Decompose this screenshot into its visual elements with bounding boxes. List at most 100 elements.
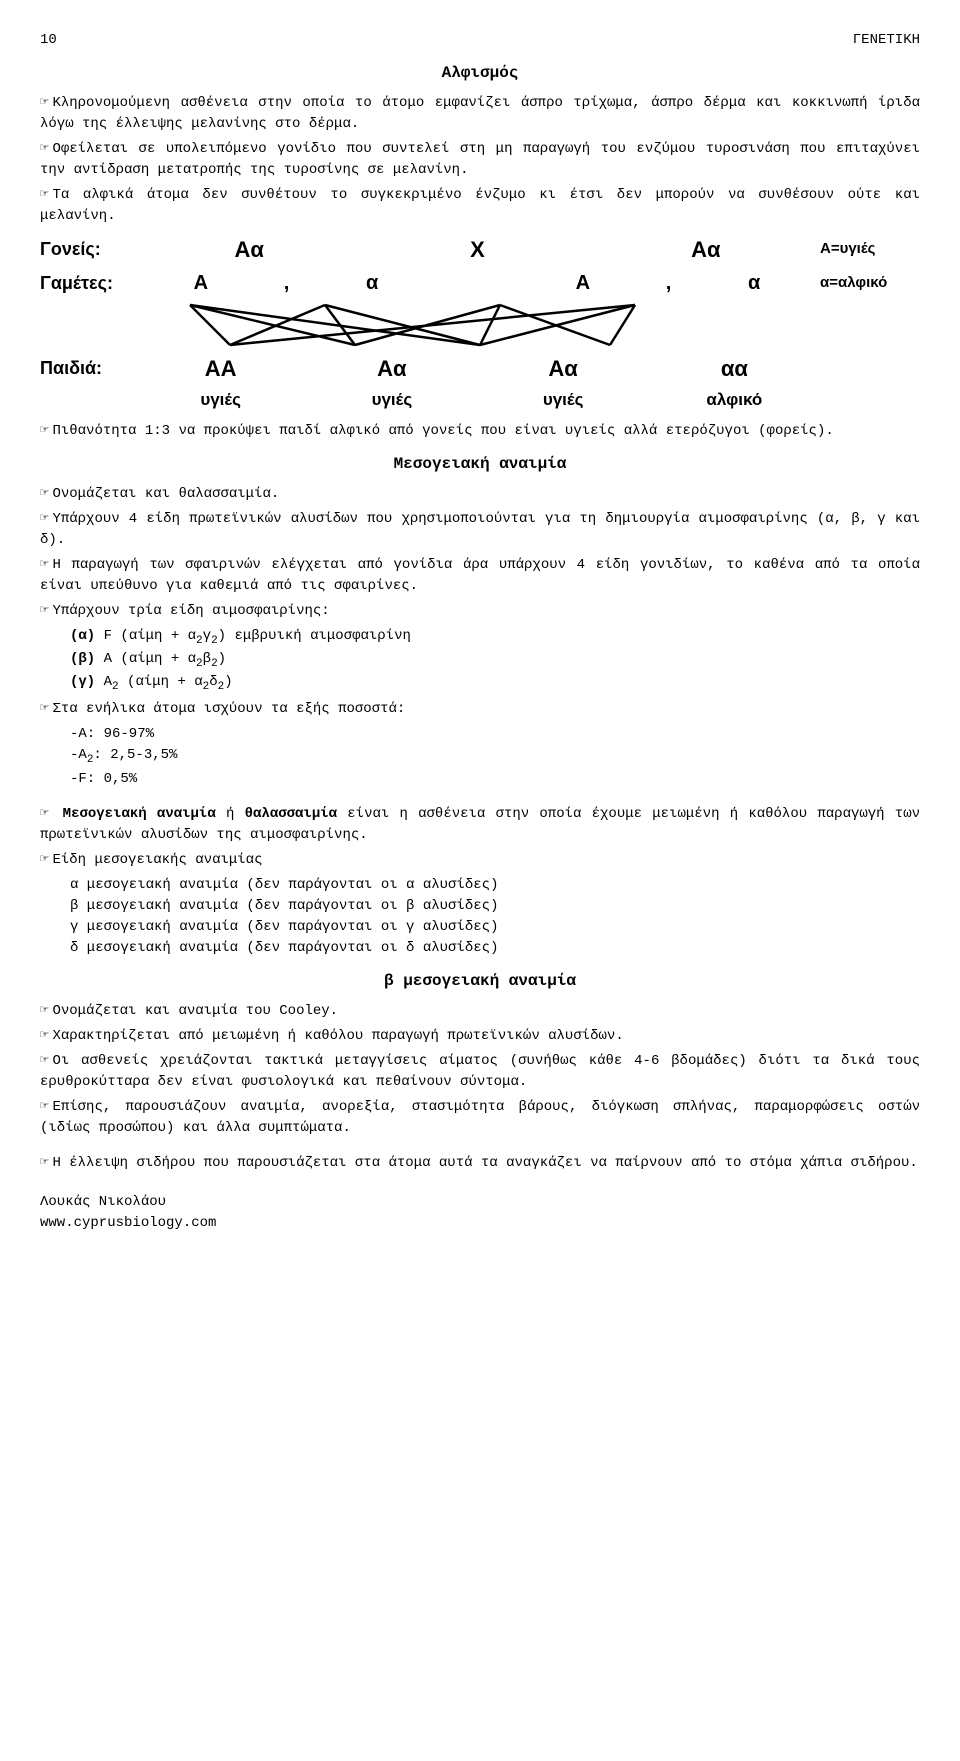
hand-icon: ☞ [40, 511, 48, 527]
hand-icon: ☞ [40, 603, 48, 619]
bold-term: θαλασσαιμία [245, 806, 337, 822]
text: : 2,5-3,5% [93, 747, 177, 763]
hand-icon: ☞ [40, 141, 48, 157]
text: Τα αλφικά άτομα δεν συνθέτουν το συγκεκρ… [40, 187, 920, 224]
text: ) εμβρυική αιμοσφαιρίνη [218, 628, 411, 644]
row-label: Γονείς: [40, 236, 135, 263]
hand-icon: ☞ [40, 187, 48, 203]
cross-symbol: Χ [363, 233, 591, 266]
child-phenotype: υγιές [135, 387, 306, 413]
list-item: α μεσογειακή αναιμία (δεν παράγονται οι … [70, 875, 920, 896]
text: Είδη μεσογειακής αναιμίας [52, 852, 262, 868]
percentages-list: -A: 96-97% -A2: 2,5-3,5% -F: 0,5% [70, 724, 920, 789]
hand-icon: ☞ [40, 486, 48, 502]
gamete: α [688, 268, 820, 298]
para: ☞Πιθανότητα 1:3 να προκύψει παιδί αλφικό… [40, 421, 920, 442]
gamete: Α [517, 268, 649, 298]
child-genotype: αα [649, 352, 820, 385]
anaemia-types-list: α μεσογειακή αναιμία (δεν παράγονται οι … [70, 875, 920, 959]
text: β [203, 651, 211, 667]
hand-icon: ☞ [40, 557, 48, 573]
hand-icon: ☞ [40, 1028, 48, 1044]
text: Χαρακτηρίζεται από μειωμένη ή καθόλου πα… [52, 1028, 623, 1044]
cross-lines-svg [135, 300, 695, 350]
legend-line: Α=υγιές [820, 238, 920, 261]
para: ☞Οφείλεται σε υπολειπόμενο γονίδιο που σ… [40, 139, 920, 181]
diagram-parents-row: Γονείς: Αα Χ Αα Α=υγιές [40, 233, 920, 266]
para: ☞Χαρακτηρίζεται από μειωμένη ή καθόλου π… [40, 1026, 920, 1047]
text: γ [203, 628, 211, 644]
text: -A [70, 747, 87, 763]
text: ) [218, 651, 226, 667]
text: Οι ασθενείς χρειάζονται τακτικά μεταγγίσ… [40, 1053, 920, 1090]
para: ☞Υπάρχουν τρία είδη αιμοσφαιρίνης: [40, 601, 920, 622]
legend-line: α=αλφικό [820, 272, 920, 295]
text: Ονομάζεται και θαλασσαιμία. [52, 486, 279, 502]
label: (β) [70, 651, 95, 667]
label: (γ) [70, 674, 95, 690]
text: Πιθανότητα 1:3 να προκύψει παιδί αλφικό … [52, 423, 833, 439]
gamete: α [306, 268, 438, 298]
text: δ [209, 674, 217, 690]
hand-icon: ☞ [40, 806, 48, 822]
child-genotype: ΑΑ [135, 352, 306, 385]
list-item: (β) A (αίμη + α2β2) [70, 649, 920, 672]
cross-lines-row [40, 300, 920, 350]
para: ☞Είδη μεσογειακής αναιμίας [40, 850, 920, 871]
text: Οφείλεται σε υπολειπόμενο γονίδιο που συ… [40, 141, 920, 178]
text: Η έλλειψη σιδήρου που παρουσιάζεται στα … [52, 1155, 917, 1171]
para: ☞Η παραγωγή των σφαιρινών ελέγχεται από … [40, 555, 920, 597]
text: A (αίμη + α [104, 651, 196, 667]
sub: 2 [211, 658, 218, 670]
text: A [104, 674, 112, 690]
text: Στα ενήλικα άτομα ισχύουν τα εξής ποσοστ… [52, 701, 405, 717]
page-footer: Λουκάς Νικολάου www.cyprusbiology.com [40, 1192, 920, 1234]
text: (αίμη + α [119, 674, 203, 690]
hand-icon: ☞ [40, 701, 48, 717]
sub: 2 [112, 681, 119, 693]
hand-icon: ☞ [40, 423, 48, 439]
text: ή [226, 806, 234, 822]
row-label: Παιδιά: [40, 355, 135, 382]
list-item: β μεσογειακή αναιμία (δεν παράγονται οι … [70, 896, 920, 917]
diagram-gametes-row: Γαμέτες: Α , α Α , α α=αλφικό [40, 268, 920, 298]
text: ) [224, 674, 232, 690]
parent-genotype: Αα [135, 233, 363, 266]
website-url: www.cyprusbiology.com [40, 1213, 920, 1234]
child-genotype: Αα [306, 352, 477, 385]
text: F (αίμη + α [104, 628, 196, 644]
para: ☞Στα ενήλικα άτομα ισχύουν τα εξής ποσοσ… [40, 699, 920, 720]
hand-icon: ☞ [40, 1053, 48, 1069]
list-item: (γ) A2 (αίμη + α2δ2) [70, 672, 920, 695]
sub: 2 [211, 634, 218, 646]
gamete: Α [135, 268, 267, 298]
page-header: 10 ΓΕΝΕΤΙΚΗ [40, 30, 920, 51]
para: ☞Υπάρχουν 4 είδη πρωτεϊνικών αλυσίδων πο… [40, 509, 920, 551]
text: Επίσης, παρουσιάζουν αναιμία, ανορεξία, … [40, 1099, 920, 1136]
author-name: Λουκάς Νικολάου [40, 1192, 920, 1213]
list-item: -A2: 2,5-3,5% [70, 745, 920, 768]
section-title-alfismos: Αλφισμός [40, 61, 920, 85]
para: ☞Οι ασθενείς χρειάζονται τακτικά μεταγγί… [40, 1051, 920, 1093]
section-title-mesogeiaki: Μεσογειακή αναιμία [40, 452, 920, 476]
label: (α) [70, 628, 95, 644]
list-item: γ μεσογειακή αναιμία (δεν παράγονται οι … [70, 917, 920, 938]
hand-icon: ☞ [40, 1099, 48, 1115]
para: ☞Επίσης, παρουσιάζουν αναιμία, ανορεξία,… [40, 1097, 920, 1139]
section-title-beta: β μεσογειακή αναιμία [40, 969, 920, 993]
list-item: -A: 96-97% [70, 724, 920, 745]
list-item: δ μεσογειακή αναιμία (δεν παράγονται οι … [70, 938, 920, 959]
para: ☞ Μεσογειακή αναιμία ή θαλασσαιμία είναι… [40, 804, 920, 846]
comma: , [267, 268, 307, 298]
text: Ονομάζεται και αναιμία του Cooley. [52, 1003, 338, 1019]
child-phenotype: υγιές [306, 387, 477, 413]
row-label: Γαμέτες: [40, 270, 135, 297]
hemoglobin-types-list: (α) F (αίμη + α2γ2) εμβρυική αιμοσφαιρίν… [70, 626, 920, 696]
para: ☞Η έλλειψη σιδήρου που παρουσιάζεται στα… [40, 1153, 920, 1174]
child-phenotype: αλφικό [649, 387, 820, 413]
sub: 2 [196, 658, 203, 670]
list-item: -F: 0,5% [70, 769, 920, 790]
text: Κληρονομούμενη ασθένεια στην οποία το άτ… [40, 95, 920, 132]
text: Υπάρχουν τρία είδη αιμοσφαιρίνης: [52, 603, 329, 619]
diagram-children-row: Παιδιά: ΑΑ Αα Αα αα [40, 352, 920, 385]
